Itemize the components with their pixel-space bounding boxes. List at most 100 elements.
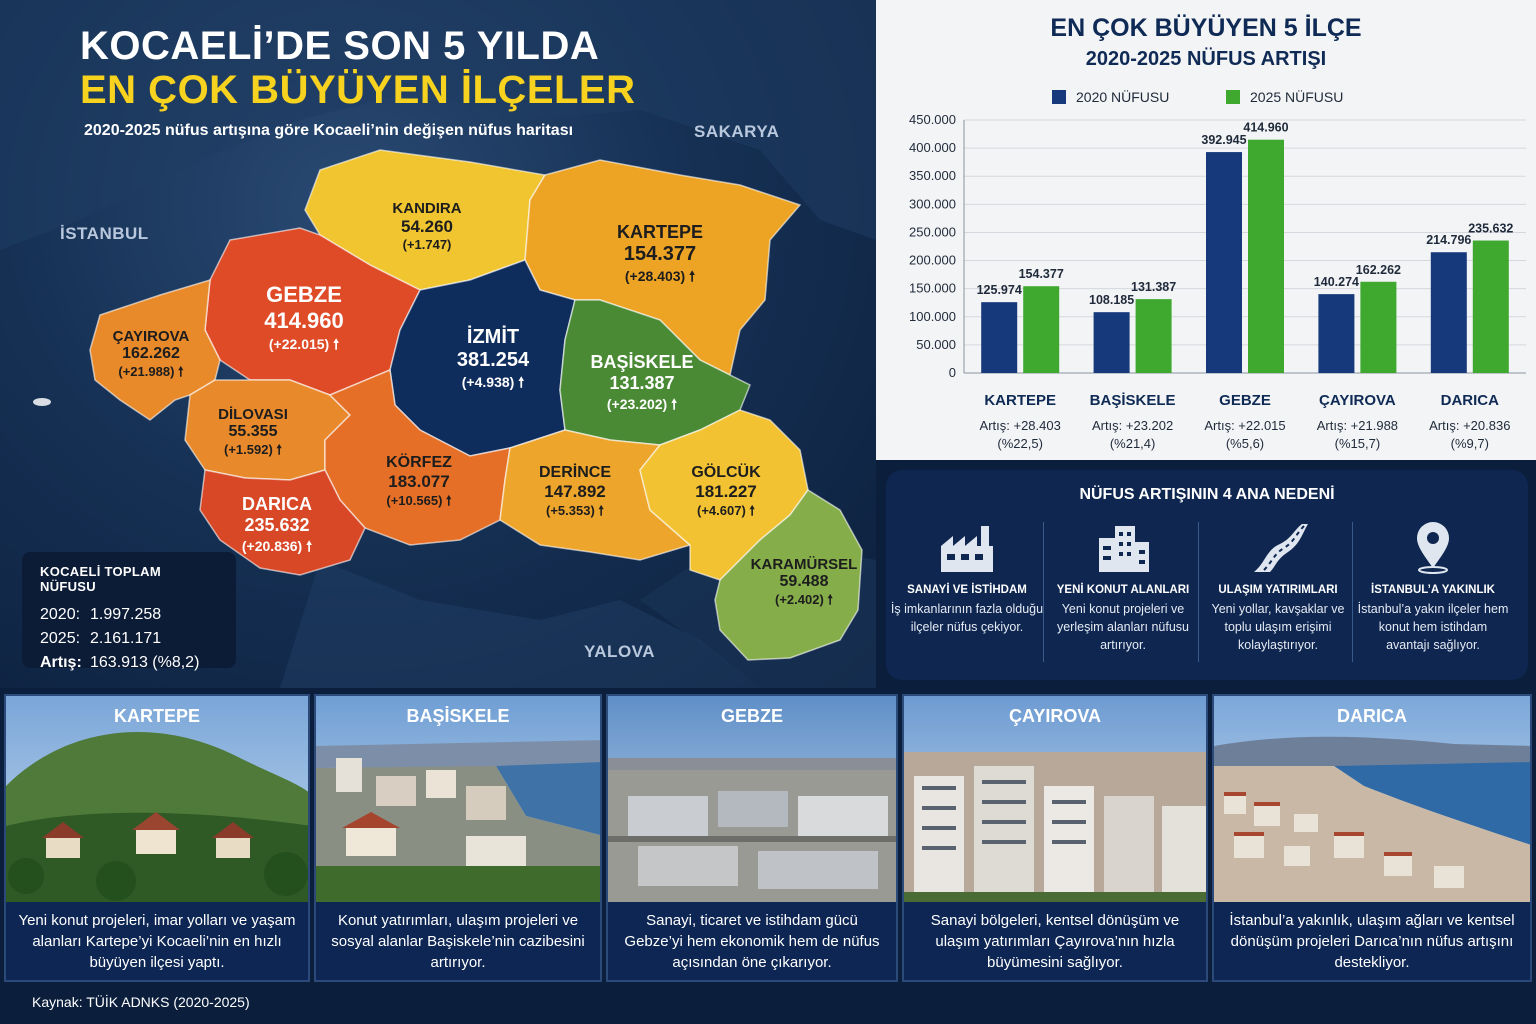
- total-population-box: KOCAELİ TOPLAM NÜFUSU 2020: 1.997.258 202…: [22, 552, 236, 671]
- bar-2020: [1093, 312, 1130, 373]
- chart-title-line1: EN ÇOK BÜYÜYEN 5 İLÇE: [1050, 14, 1362, 42]
- photo-cayirova: [904, 696, 1206, 906]
- photo-caption: Konut yatırımları, ulaşım projeleri ve s…: [316, 902, 600, 980]
- district-shape-korfez: [324, 368, 511, 546]
- map-panel: KOCAELİ’DE SON 5 YILDA EN ÇOK BÜYÜYEN İL…: [0, 0, 876, 688]
- photo-title: KARTEPE: [113, 706, 200, 726]
- photo-card-cayirova: ÇAYIROVA Sanayi bölgeleri, kentsel dönüş…: [902, 694, 1208, 982]
- reason-item-istanbul: İSTANBUL’A YAKINLIK İstanbul’a yakın ilç…: [1356, 522, 1510, 654]
- reason-title: SANAYİ VE İSTİHDAM: [907, 584, 1027, 596]
- bar-value-label: 125.974: [977, 283, 1022, 297]
- photo-title: BAŞİSKELE: [406, 706, 510, 726]
- bar-2020: [981, 302, 1018, 373]
- bar-2020: [1430, 252, 1467, 373]
- location-pin-icon: [1417, 522, 1449, 574]
- bar-value-label: 214.796: [1426, 233, 1471, 247]
- legend-swatch: [1226, 90, 1240, 104]
- map-title-line2: EN ÇOK BÜYÜYEN İLÇELER: [80, 68, 636, 112]
- y-tick-label: 450.000: [909, 112, 956, 127]
- factory-icon: [941, 526, 993, 572]
- reason-desc: Yeni konut projeleri ve yerleşim alanlar…: [1056, 602, 1189, 652]
- district-label-golcuk: GÖLCÜK 181.227 (+4.607) 🠕: [691, 464, 761, 518]
- neighbor-label-sakarya: SAKARYA: [694, 122, 780, 141]
- bar-2020: [1318, 294, 1355, 373]
- total-row-2025: 2025: 2.161.171: [40, 630, 162, 647]
- district-label-dilovasi: DİLOVASI 55.355 (+1.592) 🠕: [218, 406, 288, 457]
- legend-swatch: [1052, 90, 1066, 104]
- chart-panel: EN ÇOK BÜYÜYEN 5 İLÇE 2020-2025 NÜFUS AR…: [876, 0, 1536, 460]
- district-shape-darica: [199, 469, 366, 576]
- district-label-gebze: GEBZE 414.960 (+22.015) 🠕: [264, 282, 344, 352]
- photo-kartepe: [6, 696, 308, 906]
- bar-value-label: 414.960: [1243, 121, 1288, 135]
- divider: [1043, 522, 1044, 662]
- legend-label: 2025 NÜFUSU: [1250, 88, 1343, 105]
- road-icon: [1254, 524, 1308, 572]
- district-label-basiskele: BAŞİSKELE 131.387 (+23.202) 🠕: [590, 352, 694, 412]
- photo-card-darica: DARICA İstanbul’a yakınlık, ulaşım ağlar…: [1212, 694, 1532, 982]
- bar-value-label: 131.387: [1131, 280, 1176, 294]
- photo-caption: İstanbul’a yakınlık, ulaşım ağları ve ke…: [1214, 902, 1530, 980]
- y-tick-label: 300.000: [909, 196, 956, 211]
- district-map: [0, 0, 876, 688]
- district-label-korfez: KÖRFEZ 183.077 (+10.565) 🠕: [386, 454, 452, 508]
- increase-pct-label: (%9,7): [1451, 436, 1489, 451]
- increase-pct-label: (%5,6): [1226, 436, 1264, 451]
- bar-value-label: 162.262: [1356, 263, 1401, 277]
- photo-card-kartepe: KARTEPE Yeni konut projeleri, imar yolla…: [4, 694, 310, 982]
- total-row-2020: 2020: 1.997.258: [40, 606, 162, 623]
- photo-title: DARICA: [1337, 706, 1407, 726]
- photo-caption: Sanayi, ticaret ve istihdam gücü Gebze’y…: [608, 902, 896, 980]
- district-shape-karamursel: [714, 488, 863, 661]
- district-label-cayirova: ÇAYIROVA 162.262 (+21.988) 🠕: [112, 328, 190, 379]
- reason-desc: İş imkanlarının fazla olduğu ilçeler nüf…: [890, 602, 1044, 634]
- source-note: Kaynak: TÜİK ADNKS (2020-2025): [32, 994, 250, 1010]
- district-label-karamursel: KARAMÜRSEL 59.488 (+2.402) 🠕: [750, 556, 858, 607]
- neighbor-label-yalova: YALOVA: [584, 642, 656, 661]
- divider: [1198, 522, 1199, 662]
- increase-label: Artış: +22.015: [1204, 418, 1285, 433]
- photo-gebze: [608, 696, 896, 906]
- district-label-kartepe: KARTEPE 154.377 (+28.403) 🠕: [616, 222, 704, 284]
- increase-label: Artış: +23.202: [1092, 418, 1173, 433]
- photo-caption: Yeni konut projeleri, imar yolları ve ya…: [6, 902, 308, 980]
- divider: [1352, 522, 1353, 662]
- bar-value-label: 154.377: [1019, 267, 1064, 281]
- reasons-title: NÜFUS ARTIŞININ 4 ANA NEDENİ: [1079, 486, 1335, 503]
- photo-card-basiskele: BAŞİSKELE Konut yatırımları, ulaşım proj…: [314, 694, 602, 982]
- bar-2020: [1206, 152, 1242, 373]
- increase-pct-label: (%21,4): [1110, 436, 1156, 451]
- photo-title: ÇAYIROVA: [1008, 706, 1102, 726]
- x-tick-label: DARICA: [1441, 392, 1499, 409]
- total-row-increase: Artış: 163.913 (%8,2): [40, 654, 200, 671]
- x-tick-label: ÇAYIROVA: [1319, 392, 1396, 409]
- increase-label: Artış: +20.836: [1429, 418, 1510, 433]
- photo-darica: [1214, 696, 1530, 906]
- reason-desc: Yeni yollar, kavşaklar ve toplu ulaşım e…: [1211, 602, 1345, 652]
- reasons-panel: NÜFUS ARTIŞININ 4 ANA NEDENİ SANAYİ VE İ…: [886, 470, 1528, 680]
- reason-item-housing: YENİ KONUT ALANLARI Yeni konut projeleri…: [1046, 522, 1200, 654]
- x-tick-label: GEBZE: [1219, 392, 1271, 409]
- bar-2025: [1472, 240, 1509, 373]
- buildings-icon: [1099, 526, 1149, 572]
- y-tick-label: 250.000: [909, 224, 956, 239]
- bar-2025: [1360, 281, 1397, 373]
- y-tick-label: 100.000: [909, 309, 956, 324]
- photo-card-gebze: GEBZE Sanayi, ticaret ve istihdam gücü G…: [606, 694, 898, 982]
- total-population-title: KOCAELİ TOPLAM NÜFUSU: [40, 564, 161, 594]
- bar-2025: [1135, 299, 1172, 373]
- photo-caption: Sanayi bölgeleri, kentsel dönüşüm ve ula…: [904, 902, 1206, 980]
- reason-item-industry: SANAYİ VE İSTİHDAM İş imkanlarının fazla…: [890, 522, 1044, 636]
- y-tick-label: 350.000: [909, 168, 956, 183]
- district-label-izmit: İZMİT 381.254 (+4.938) 🠕: [456, 326, 530, 390]
- y-tick-label: 150.000: [909, 281, 956, 296]
- photo-basiskele: [316, 696, 600, 906]
- increase-label: Artış: +28.403: [980, 418, 1061, 433]
- district-label-derince: DERİNCE 147.892 (+5.353) 🠕: [538, 464, 612, 518]
- bar-value-label: 140.274: [1314, 275, 1359, 289]
- reason-desc: İstanbul’a yakın ilçeler hem konut hem i…: [1357, 602, 1509, 652]
- reason-title: YENİ KONUT ALANLARI: [1056, 584, 1190, 596]
- legend-label: 2020 NÜFUSU: [1076, 88, 1169, 105]
- bar-value-label: 235.632: [1468, 222, 1513, 236]
- district-label-darica: DARICA 235.632 (+20.836) 🠕: [241, 494, 313, 554]
